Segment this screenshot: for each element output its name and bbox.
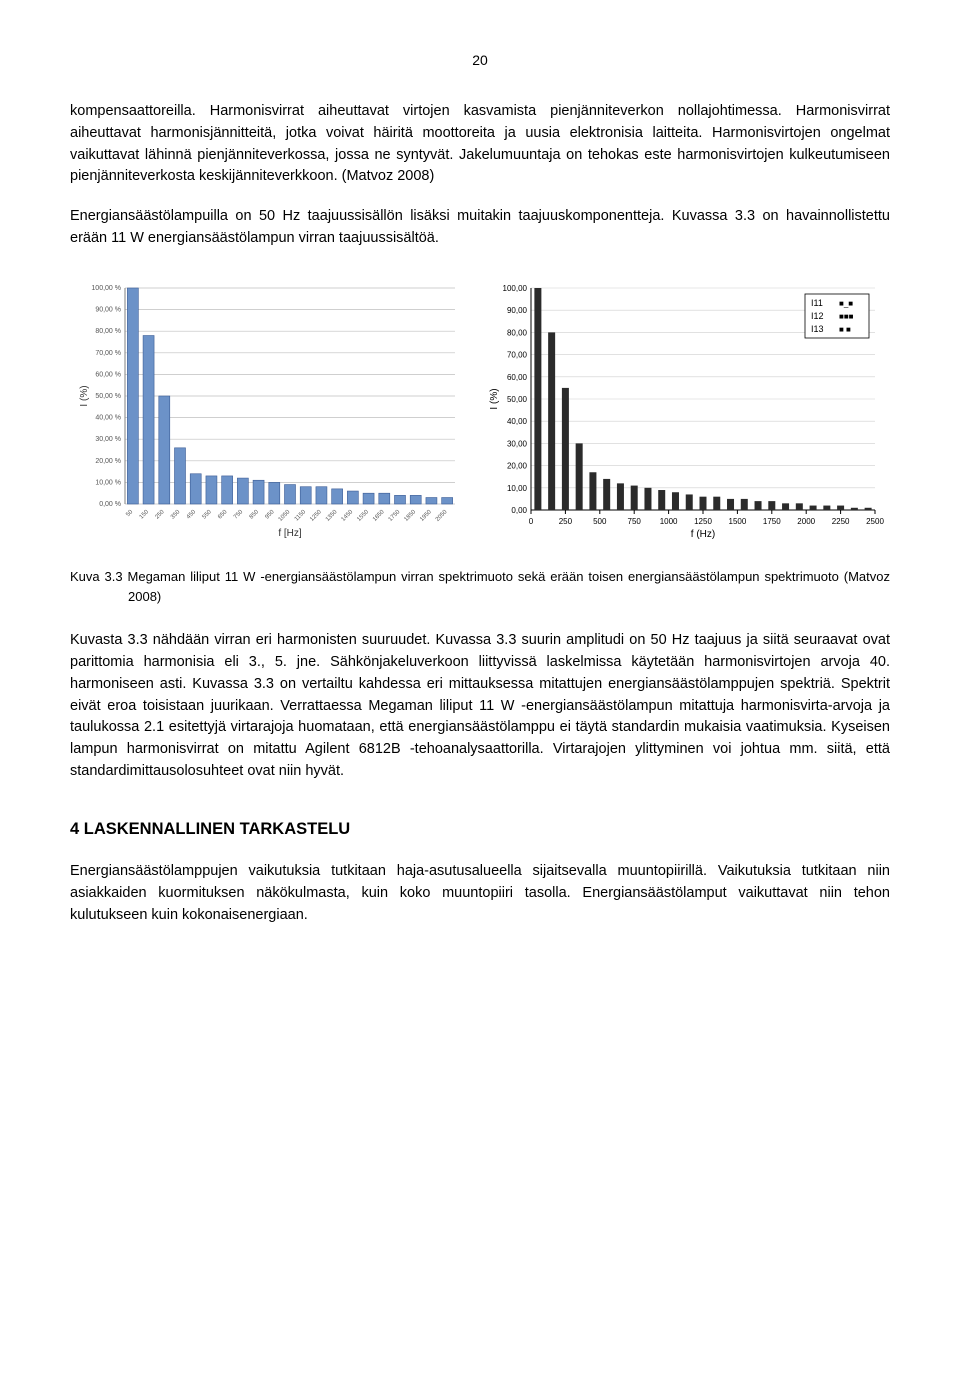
svg-text:10,00 %: 10,00 % [95,479,121,486]
svg-text:1500: 1500 [729,517,747,526]
svg-text:50,00 %: 50,00 % [95,393,121,400]
svg-text:70,00: 70,00 [507,350,528,359]
section-heading-4: 4 LASKENNALLINEN TARKASTELU [70,817,890,842]
svg-text:20,00: 20,00 [507,461,528,470]
svg-text:2250: 2250 [832,517,850,526]
svg-text:I12: I12 [811,311,824,321]
svg-text:90,00: 90,00 [507,306,528,315]
svg-text:60,00 %: 60,00 % [95,371,121,378]
svg-text:1750: 1750 [763,517,781,526]
svg-text:100,00 %: 100,00 % [91,285,121,292]
figure-3-3: 0,00 % 10,00 % 20,00 % 30,00 % 40,00 % 50,00 … [70,280,890,548]
paragraph-4: Energiansäästölamppujen vaikutuksia tutk… [70,861,890,926]
svg-text:I (%): I (%) [489,388,500,409]
svg-text:I (%): I (%) [79,385,90,406]
svg-text:f [Hz]: f [Hz] [278,528,302,539]
page-number: 20 [70,50,890,71]
svg-text:250: 250 [559,517,573,526]
svg-text:1000: 1000 [660,517,678,526]
chart-right: 0,00 10,00 20,00 30,00 40,00 50,00 60,00 70,00 8… [485,280,885,548]
svg-text:■_■: ■_■ [839,299,853,308]
svg-text:10,00: 10,00 [507,483,528,492]
svg-text:2000: 2000 [797,517,815,526]
svg-text:30,00: 30,00 [507,439,528,448]
svg-text:0,00: 0,00 [511,506,527,515]
svg-text:30,00 %: 30,00 % [95,436,121,443]
chart-right-svg: 0,00 10,00 20,00 30,00 40,00 50,00 60,00 70,00 8… [485,280,885,540]
svg-text:0: 0 [529,517,534,526]
chart-left: 0,00 % 10,00 % 20,00 % 30,00 % 40,00 % 50,00 … [75,280,465,548]
svg-text:80,00: 80,00 [507,328,528,337]
paragraph-1: kompensaattoreilla. Harmonisvirrat aiheu… [70,101,890,188]
svg-text:70,00 %: 70,00 % [95,349,121,356]
svg-text:■■■: ■■■ [839,312,854,321]
svg-text:100,00: 100,00 [503,284,528,293]
svg-text:90,00 %: 90,00 % [95,306,121,313]
svg-text:■ ■: ■ ■ [839,325,851,334]
chart-left-svg: 0,00 % 10,00 % 20,00 % 30,00 % 40,00 % 50,00 … [75,280,465,540]
svg-text:750: 750 [628,517,642,526]
paragraph-2: Energiansäästölampuilla on 50 Hz taajuus… [70,206,890,250]
svg-text:80,00 %: 80,00 % [95,328,121,335]
figure-caption: Kuva 3.3 Megaman liliput 11 W -energians… [70,567,890,606]
svg-text:f (Hz): f (Hz) [691,529,715,540]
svg-text:1250: 1250 [694,517,712,526]
svg-text:2500: 2500 [866,517,884,526]
svg-text:0,00 %: 0,00 % [99,501,121,508]
svg-text:40,00: 40,00 [507,417,528,426]
svg-text:500: 500 [593,517,607,526]
svg-text:20,00 %: 20,00 % [95,457,121,464]
svg-text:I11: I11 [811,298,823,308]
svg-text:I13: I13 [811,324,824,334]
svg-text:60,00: 60,00 [507,372,528,381]
svg-text:40,00 %: 40,00 % [95,414,121,421]
svg-text:50,00: 50,00 [507,395,528,404]
paragraph-3: Kuvasta 3.3 nähdään virran eri harmonist… [70,630,890,782]
